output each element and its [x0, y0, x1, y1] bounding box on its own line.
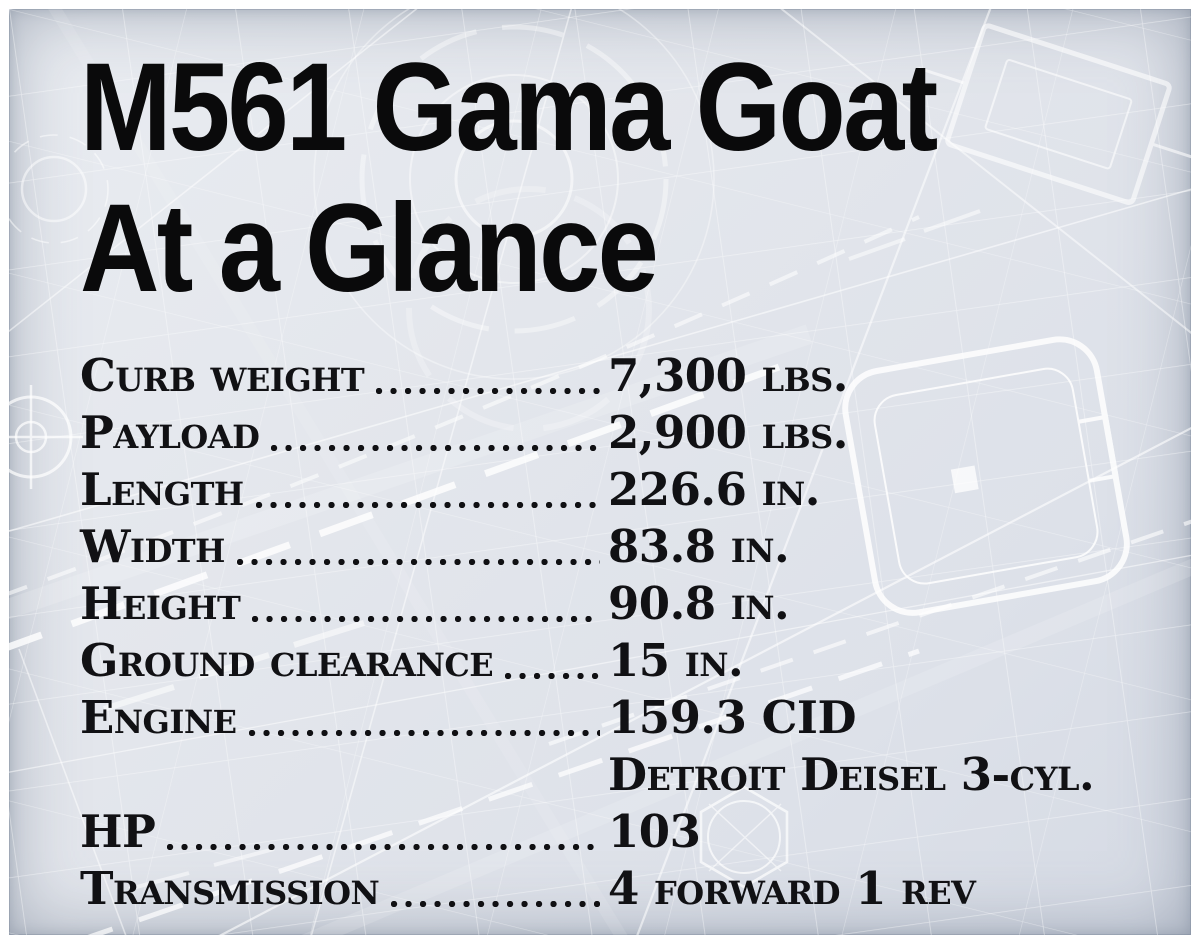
title-line-2: At a Glance — [80, 179, 659, 318]
spec-label-leader: Engine — [80, 689, 608, 746]
spec-label: Transmission — [80, 862, 380, 915]
spec-label-leader: Transmission — [80, 860, 608, 917]
page-title: M561 Gama Goat At a Glance — [80, 37, 1151, 319]
spec-row: HP 103 — [80, 803, 1151, 860]
spec-value: 15 in. — [608, 634, 744, 687]
spec-value: 83.8 in. — [608, 520, 790, 573]
dot-leader — [376, 388, 600, 394]
spec-row: Length 226.6 in. — [80, 461, 1151, 518]
title-line-1: M561 Gama Goat — [80, 38, 938, 177]
spec-label-leader: Payload — [80, 404, 608, 461]
spec-row: Engine 159.3 CID — [80, 689, 1151, 746]
spec-row: Width 83.8 in. — [80, 518, 1151, 575]
dot-leader — [167, 844, 600, 850]
spec-value: 226.6 in. — [608, 463, 820, 516]
dot-leader — [505, 673, 600, 679]
content-area: M561 Gama Goat At a Glance Curb weight 7,… — [9, 9, 1191, 935]
dot-leader — [248, 730, 600, 736]
spec-value: 7,300 lbs. — [608, 349, 848, 402]
spec-label-leader: HP — [80, 803, 608, 860]
spec-value: 90.8 in. — [608, 577, 790, 630]
spec-label: Ground clearance — [80, 634, 494, 687]
dot-leader — [252, 616, 600, 622]
spec-row: Ground clearance 15 in. — [80, 632, 1151, 689]
spec-row: Height 90.8 in. — [80, 575, 1151, 632]
spec-label-leader: Width — [80, 518, 608, 575]
spec-label-leader: Ground clearance — [80, 632, 608, 689]
spec-label-leader: Curb weight — [80, 347, 608, 404]
spec-label-leader: Length — [80, 461, 608, 518]
blueprint-background — [9, 9, 1191, 935]
spec-label: HP — [80, 805, 156, 858]
dot-leader — [255, 502, 600, 508]
spec-value: 4 forward 1 rev — [608, 862, 976, 915]
spec-value: 159.3 CID — [608, 691, 856, 744]
spec-value-indent — [80, 746, 608, 803]
spec-panel: M561 Gama Goat At a Glance Curb weight 7,… — [9, 9, 1191, 935]
dot-leader — [391, 901, 600, 907]
spec-row: Payload 2,900 lbs. — [80, 404, 1151, 461]
spec-value: 2,900 lbs. — [608, 406, 848, 459]
spec-value-continuation: Detroit Deisel 3-cyl. — [608, 748, 1095, 801]
spec-value: 103 — [608, 805, 701, 858]
dot-leader — [236, 559, 600, 565]
spec-row: Curb weight 7,300 lbs. — [80, 347, 1151, 404]
spec-label: Length — [80, 463, 244, 516]
spec-label: Engine — [80, 691, 237, 744]
spec-label-leader: Height — [80, 575, 608, 632]
spec-list: Curb weight 7,300 lbs. Payload 2,900 lbs. Le… — [80, 347, 1151, 917]
spec-row: Transmission 4 forward 1 rev — [80, 860, 1151, 917]
spec-label: Height — [80, 577, 241, 630]
dot-leader — [271, 445, 600, 451]
spec-label: Width — [80, 520, 225, 573]
spec-label: Curb weight — [80, 349, 365, 402]
spec-label: Payload — [80, 406, 260, 459]
spec-row-continuation: Detroit Deisel 3-cyl. — [80, 746, 1151, 803]
